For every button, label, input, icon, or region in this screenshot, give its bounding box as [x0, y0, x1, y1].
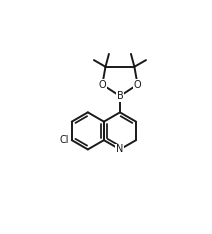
Text: Cl: Cl	[60, 135, 70, 145]
Text: N: N	[116, 144, 124, 154]
Text: O: O	[99, 80, 106, 90]
Text: O: O	[134, 80, 141, 90]
Text: B: B	[117, 91, 123, 101]
